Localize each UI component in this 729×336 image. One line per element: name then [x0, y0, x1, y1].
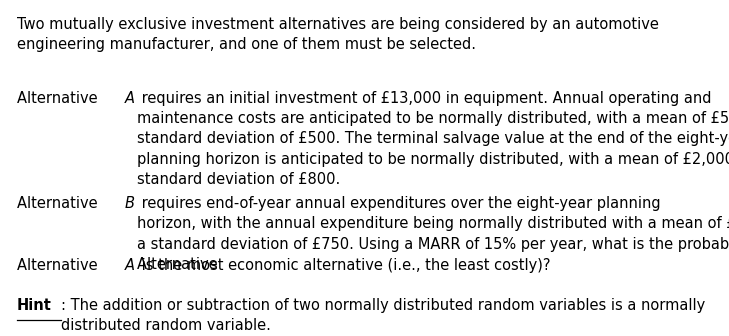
Text: Hint: Hint: [17, 298, 52, 313]
Text: Alternative: Alternative: [17, 258, 102, 273]
Text: B: B: [125, 196, 134, 211]
Text: Alternative: Alternative: [17, 196, 102, 211]
Text: requires end-of-year annual expenditures over the eight-year planning
horizon, w: requires end-of-year annual expenditures…: [137, 196, 729, 272]
Text: Two mutually exclusive investment alternatives are being considered by an automo: Two mutually exclusive investment altern…: [17, 16, 658, 52]
Text: requires an initial investment of £13,000 in equipment. Annual operating and
mai: requires an initial investment of £13,00…: [137, 91, 729, 187]
Text: is the most economic alternative (i.e., the least costly)?: is the most economic alternative (i.e., …: [137, 258, 550, 273]
Text: : The addition or subtraction of two normally distributed random variables is a : : The addition or subtraction of two nor…: [61, 298, 705, 333]
Text: Alternative: Alternative: [17, 91, 102, 106]
Text: A: A: [125, 91, 134, 106]
Text: A: A: [125, 258, 134, 273]
